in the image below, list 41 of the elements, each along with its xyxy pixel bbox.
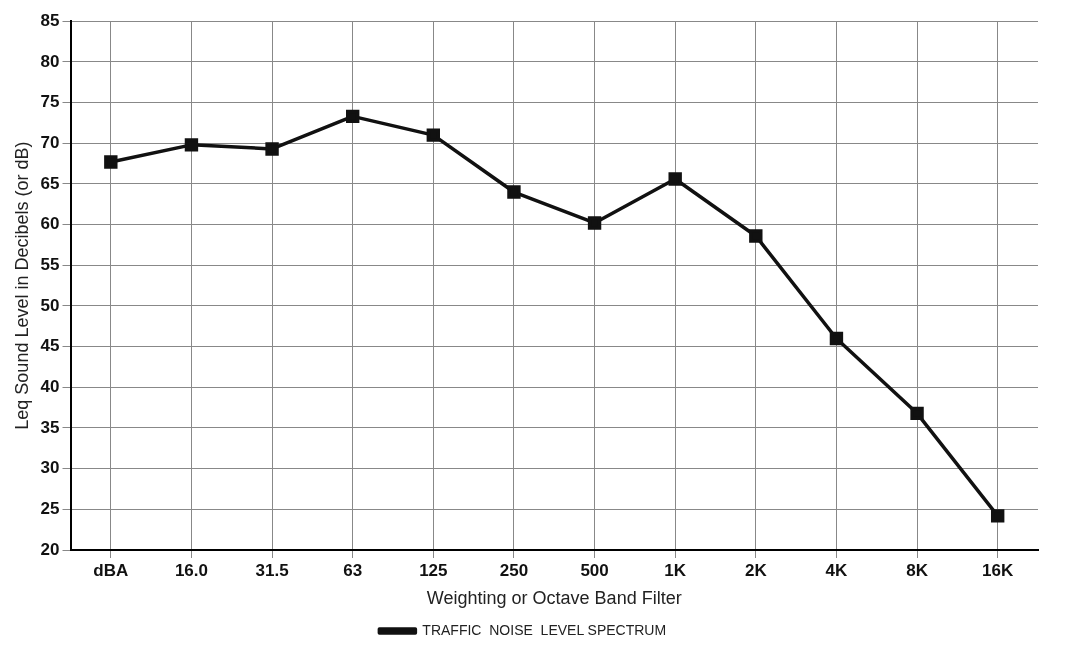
y-tick-label: 80: [40, 51, 60, 71]
y-tick-label: 70: [40, 132, 60, 152]
y-tick-label: 35: [40, 417, 60, 437]
x-tick-label: 2K: [744, 560, 768, 580]
point: [426, 128, 441, 142]
point: [668, 172, 682, 186]
y-tick-label: 50: [40, 295, 60, 315]
y-tick-label: 25: [40, 499, 60, 519]
y-tick-label: 40: [40, 376, 60, 396]
point: [587, 216, 602, 230]
x-axis-title: Weighting or Octave Band Filter: [426, 588, 682, 609]
x-tick-label: 16.0: [174, 560, 208, 580]
y-tick-label: 30: [40, 458, 60, 478]
y-axis-title: Leq Sound Level in Decibels (or dB): [11, 141, 32, 430]
y-tick-label: 20: [40, 539, 60, 559]
x-tick-label: 250: [499, 560, 529, 580]
x-tick-label: 16K: [982, 560, 1014, 580]
y-tick-label: 65: [40, 173, 60, 193]
y-tick-label: 75: [40, 92, 60, 112]
y-tick-label: 45: [40, 336, 60, 356]
x-tick-label: 4K: [825, 560, 849, 580]
x-tick-label: 125: [419, 560, 448, 580]
point: [990, 509, 1005, 523]
x-tick-label: 8K: [906, 560, 929, 580]
x-tick-label: 500: [580, 560, 609, 580]
point: [184, 138, 199, 152]
y-tick-label: 60: [40, 214, 60, 234]
point: [265, 142, 279, 156]
point: [345, 109, 360, 124]
point: [104, 155, 118, 169]
x-tick-label: 63: [343, 560, 363, 580]
point: [829, 331, 844, 346]
point: [910, 406, 924, 421]
x-tick-label: dBA: [93, 560, 129, 580]
y-tick-label: 85: [40, 10, 60, 30]
point: [507, 185, 521, 199]
legend-label: TRAFFIC NOISE LEVEL SPECTRUM: [422, 621, 667, 638]
x-tick-label: 1K: [664, 560, 687, 580]
x-tick-label: 31.5: [255, 560, 289, 580]
y-tick-label: 55: [40, 254, 60, 274]
point: [749, 229, 763, 243]
